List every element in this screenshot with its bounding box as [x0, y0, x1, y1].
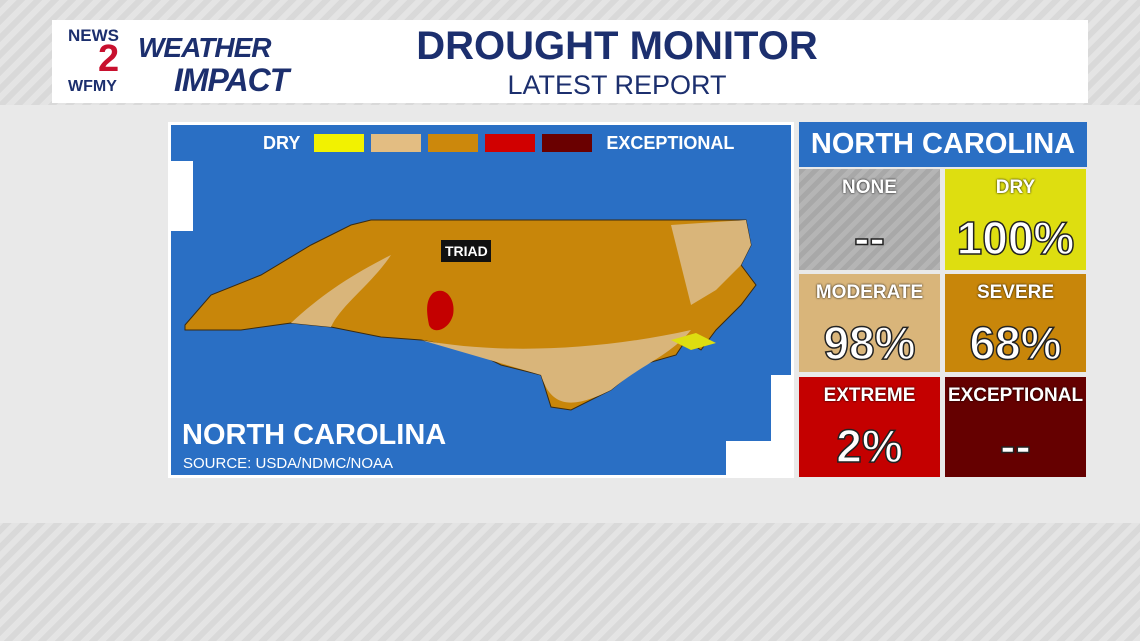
legend-swatch [485, 134, 536, 152]
status-cell: EXCEPTIONAL -- [945, 377, 1086, 477]
extreme-area [427, 290, 454, 331]
logo-top: NEWS [68, 26, 119, 45]
legend-swatches [314, 134, 593, 152]
subtitle: LATEST REPORT [507, 70, 727, 100]
moderate-area [421, 330, 691, 403]
cell-value: 98% [823, 316, 917, 370]
panel-title: NORTH CAROLINA [799, 122, 1087, 167]
legend-swatch [542, 134, 593, 152]
logo-number: 2 [98, 38, 120, 80]
map-svg [171, 161, 791, 475]
moderate-area [671, 220, 751, 305]
dry-area [671, 333, 716, 350]
status-cell: DRY 100% [945, 169, 1086, 270]
cell-label: MODERATE [815, 282, 924, 303]
logo-bottom: WFMY [68, 78, 117, 95]
legend-swatch [428, 134, 479, 152]
cell-label: SEVERE [976, 282, 1055, 303]
cell-value: -- [853, 211, 885, 265]
region-label: NORTH CAROLINA [182, 419, 447, 451]
source: SOURCE: USDA/NDMC/NOAA [183, 455, 394, 472]
frame-notch [726, 375, 791, 475]
header: NEWS 2 WFMY WEATHER IMPACT DROUGHT MONIT… [52, 20, 1088, 103]
legend: DRY EXCEPTIONAL [241, 125, 735, 161]
status-cell: EXTREME 2% [799, 377, 940, 477]
brand-line1: WEATHER [138, 32, 271, 63]
cell-value: 2% [836, 419, 904, 473]
cell-value: 68% [969, 316, 1063, 370]
legend-swatch [371, 134, 422, 152]
status-cell: SEVERE 68% [945, 274, 1086, 372]
status-cell: NONE -- [799, 169, 940, 270]
frame-notch [171, 161, 193, 231]
cell-label: EXCEPTIONAL [947, 385, 1084, 406]
cell-label: EXTREME [823, 385, 916, 406]
map: TRIAD DRY EXCEPTIONAL NORTH CAROLINA SOU… [168, 122, 794, 478]
cell-label: DRY [995, 177, 1036, 198]
legend-end: EXCEPTIONAL [606, 132, 735, 153]
title: DROUGHT MONITOR [416, 24, 818, 68]
city-label: TRIAD [445, 243, 488, 259]
legend-start: DRY [263, 132, 301, 153]
status-cell: MODERATE 98% [799, 274, 940, 372]
cell-value: -- [999, 419, 1031, 473]
cell-value: 100% [956, 211, 1075, 265]
moderate-area [291, 255, 391, 327]
city-marker [441, 240, 491, 262]
legend-swatch [314, 134, 365, 152]
cell-label: NONE [842, 177, 897, 198]
brand-line2: IMPACT [174, 62, 289, 98]
